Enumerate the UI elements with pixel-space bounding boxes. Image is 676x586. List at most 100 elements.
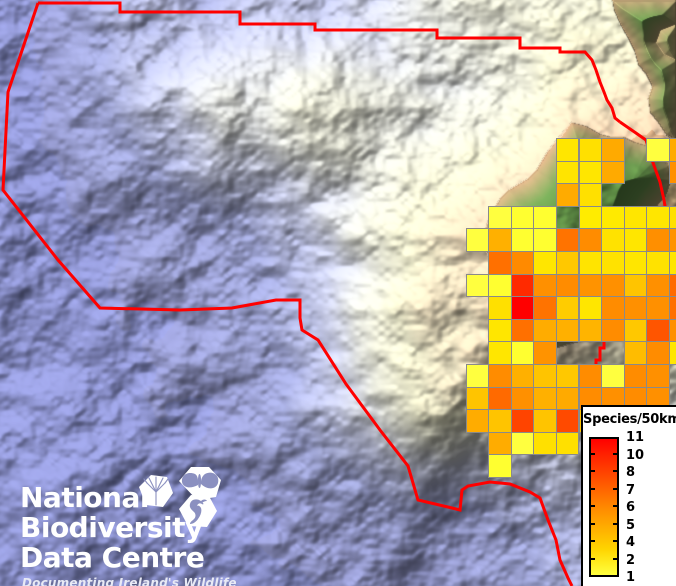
grid-cell[interactable] bbox=[646, 341, 670, 365]
grid-cell[interactable] bbox=[646, 205, 670, 230]
grid-cell[interactable] bbox=[510, 251, 535, 275]
grid-cell[interactable] bbox=[578, 160, 603, 185]
grid-cell[interactable] bbox=[533, 228, 557, 252]
grid-cell[interactable] bbox=[578, 183, 603, 207]
grid-cell[interactable] bbox=[646, 138, 670, 162]
grid-cell[interactable] bbox=[555, 183, 580, 207]
grid-cell[interactable] bbox=[510, 273, 535, 298]
legend-label: 11 bbox=[626, 430, 645, 445]
grid-cell[interactable] bbox=[555, 296, 580, 320]
grid-cell[interactable] bbox=[555, 431, 580, 456]
grid-cell[interactable] bbox=[601, 228, 625, 252]
grid-cell[interactable] bbox=[668, 318, 676, 343]
grid-cell[interactable] bbox=[533, 205, 557, 230]
grid-cell[interactable] bbox=[601, 160, 625, 185]
grid-cell[interactable] bbox=[488, 341, 512, 365]
grid-cell[interactable] bbox=[623, 364, 648, 388]
grid-cell[interactable] bbox=[601, 318, 625, 343]
grid-cell[interactable] bbox=[488, 228, 512, 252]
grid-cell[interactable] bbox=[488, 364, 512, 388]
grid-cell[interactable] bbox=[601, 138, 625, 162]
grid-cell[interactable] bbox=[668, 273, 676, 298]
grid-cell[interactable] bbox=[578, 318, 603, 343]
grid-cell[interactable] bbox=[646, 296, 670, 320]
grid-cell[interactable] bbox=[646, 251, 670, 275]
grid-cell[interactable] bbox=[533, 409, 557, 433]
grid-cell[interactable] bbox=[488, 454, 512, 478]
grid-cell[interactable] bbox=[533, 318, 557, 343]
grid-cell[interactable] bbox=[510, 431, 535, 456]
grid-cell[interactable] bbox=[533, 364, 557, 388]
grid-cell[interactable] bbox=[623, 296, 648, 320]
grid-cell[interactable] bbox=[578, 364, 603, 388]
grid-cell[interactable] bbox=[578, 228, 603, 252]
grid-cell[interactable] bbox=[488, 296, 512, 320]
grid-cell[interactable] bbox=[488, 386, 512, 411]
grid-cell[interactable] bbox=[488, 318, 512, 343]
grid-cell[interactable] bbox=[533, 296, 557, 320]
grid-cell[interactable] bbox=[668, 296, 676, 320]
grid-cell[interactable] bbox=[510, 341, 535, 365]
grid-cell[interactable] bbox=[668, 205, 676, 230]
grid-cell[interactable] bbox=[623, 205, 648, 230]
grid-cell[interactable] bbox=[510, 296, 535, 320]
grid-cell[interactable] bbox=[668, 228, 676, 252]
grid-cell[interactable] bbox=[646, 228, 670, 252]
grid-cell[interactable] bbox=[578, 273, 603, 298]
grid-cell[interactable] bbox=[601, 251, 625, 275]
tree-hexagon-icon bbox=[139, 475, 173, 507]
grid-cell[interactable] bbox=[510, 318, 535, 343]
grid-cell[interactable] bbox=[510, 364, 535, 388]
grid-cell[interactable] bbox=[601, 364, 625, 388]
grid-cell[interactable] bbox=[465, 386, 490, 411]
grid-cell[interactable] bbox=[555, 386, 580, 411]
grid-cell[interactable] bbox=[578, 296, 603, 320]
grid-cell[interactable] bbox=[555, 409, 580, 433]
legend-label: 7 bbox=[626, 482, 636, 498]
grid-cell[interactable] bbox=[533, 386, 557, 411]
grid-cell[interactable] bbox=[623, 228, 648, 252]
grid-cell[interactable] bbox=[510, 205, 535, 230]
grid-cell[interactable] bbox=[533, 251, 557, 275]
grid-cell[interactable] bbox=[555, 318, 580, 343]
grid-cell[interactable] bbox=[623, 318, 648, 343]
grid-cell[interactable] bbox=[668, 160, 676, 185]
grid-cell[interactable] bbox=[601, 296, 625, 320]
grid-cell[interactable] bbox=[555, 138, 580, 162]
grid-cell[interactable] bbox=[646, 318, 670, 343]
grid-cell[interactable] bbox=[578, 138, 603, 162]
grid-cell[interactable] bbox=[533, 341, 557, 365]
grid-cell[interactable] bbox=[668, 138, 676, 162]
grid-cell[interactable] bbox=[510, 228, 535, 252]
grid-cell[interactable] bbox=[555, 251, 580, 275]
grid-cell[interactable] bbox=[646, 364, 670, 388]
grid-cell[interactable] bbox=[488, 251, 512, 275]
grid-cell[interactable] bbox=[488, 431, 512, 456]
grid-cell[interactable] bbox=[555, 273, 580, 298]
grid-cell[interactable] bbox=[465, 409, 490, 433]
grid-cell[interactable] bbox=[533, 273, 557, 298]
logo-line-2: Biodiversity bbox=[20, 511, 203, 544]
grid-cell[interactable] bbox=[578, 251, 603, 275]
grid-cell[interactable] bbox=[668, 251, 676, 275]
grid-cell[interactable] bbox=[510, 386, 535, 411]
grid-cell[interactable] bbox=[623, 341, 648, 365]
grid-cell[interactable] bbox=[488, 273, 512, 298]
grid-cell[interactable] bbox=[668, 341, 676, 365]
grid-cell[interactable] bbox=[623, 251, 648, 275]
grid-cell[interactable] bbox=[465, 228, 490, 252]
grid-cell[interactable] bbox=[465, 273, 490, 298]
grid-cell[interactable] bbox=[601, 273, 625, 298]
grid-cell[interactable] bbox=[646, 273, 670, 298]
grid-cell[interactable] bbox=[488, 205, 512, 230]
grid-cell[interactable] bbox=[623, 273, 648, 298]
grid-cell[interactable] bbox=[555, 364, 580, 388]
grid-cell[interactable] bbox=[488, 409, 512, 433]
grid-cell[interactable] bbox=[601, 205, 625, 230]
grid-cell[interactable] bbox=[578, 205, 603, 230]
grid-cell[interactable] bbox=[555, 228, 580, 252]
grid-cell[interactable] bbox=[465, 364, 490, 388]
grid-cell[interactable] bbox=[533, 431, 557, 456]
grid-cell[interactable] bbox=[510, 409, 535, 433]
grid-cell[interactable] bbox=[555, 160, 580, 185]
